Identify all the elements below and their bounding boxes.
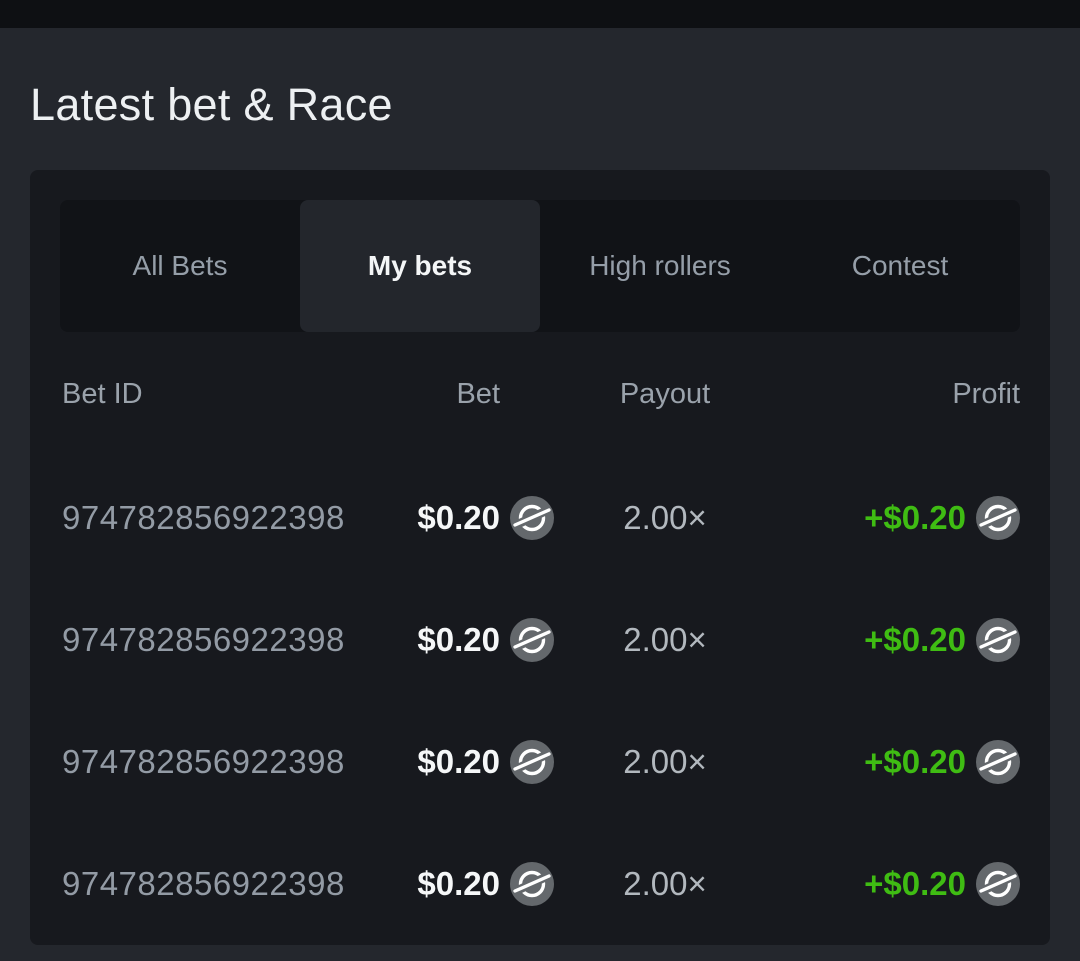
profit-amount: +$0.20 [864, 621, 966, 658]
bet-id-value: 974782856922398 [62, 865, 345, 902]
bet-id-value: 974782856922398 [62, 743, 345, 780]
column-header-bet-id: Bet ID [62, 378, 143, 410]
bet-cell: $0.20 [340, 496, 500, 540]
stellar-coin-icon [976, 496, 1020, 540]
bet-id-value: 974782856922398 [62, 499, 345, 536]
stellar-coin-icon [976, 740, 1020, 784]
profit-cell: +$0.20 [830, 496, 1020, 540]
tab-bar: All Bets My bets High rollers Contest [60, 200, 1020, 332]
bet-amount: $0.20 [417, 499, 500, 536]
payout-value: 2.00× [623, 743, 707, 780]
table-row[interactable]: 974782856922398 $0.20 2.00× +$0.20 [60, 823, 1020, 945]
bets-table: Bet ID Bet Payout Profit 974782856922398… [60, 332, 1020, 945]
latest-bets-panel: All Bets My bets High rollers Contest Be… [30, 170, 1050, 945]
bet-cell: $0.20 [340, 862, 500, 906]
profit-cell: +$0.20 [830, 618, 1020, 662]
column-header-payout: Payout [619, 378, 711, 410]
bet-cell: $0.20 [340, 618, 500, 662]
top-banner [0, 0, 1080, 28]
profit-amount: +$0.20 [864, 499, 966, 536]
bet-cell: $0.20 [340, 740, 500, 784]
stellar-coin-icon [976, 862, 1020, 906]
table-row[interactable]: 974782856922398 $0.20 2.00× +$0.20 [60, 701, 1020, 823]
payout-value: 2.00× [623, 499, 707, 536]
profit-cell: +$0.20 [830, 740, 1020, 784]
column-header-profit: Profit [952, 378, 1020, 410]
tab-my-bets[interactable]: My bets [300, 200, 540, 332]
tab-all-bets[interactable]: All Bets [60, 200, 300, 332]
table-header-row: Bet ID Bet Payout Profit [60, 332, 1020, 457]
page-title: Latest bet & Race [30, 79, 393, 130]
profit-amount: +$0.20 [864, 865, 966, 902]
stellar-coin-icon [976, 618, 1020, 662]
bet-id-value: 974782856922398 [62, 621, 345, 658]
bet-amount: $0.20 [417, 743, 500, 780]
tab-contest[interactable]: Contest [780, 200, 1020, 332]
column-header-bet: Bet [456, 378, 500, 410]
payout-value: 2.00× [623, 621, 707, 658]
table-row[interactable]: 974782856922398 $0.20 2.00× +$0.20 [60, 457, 1020, 579]
profit-cell: +$0.20 [830, 862, 1020, 906]
payout-value: 2.00× [623, 865, 707, 902]
bet-amount: $0.20 [417, 865, 500, 902]
bet-amount: $0.20 [417, 621, 500, 658]
tab-high-rollers[interactable]: High rollers [540, 200, 780, 332]
profit-amount: +$0.20 [864, 743, 966, 780]
table-row[interactable]: 974782856922398 $0.20 2.00× +$0.20 [60, 579, 1020, 701]
